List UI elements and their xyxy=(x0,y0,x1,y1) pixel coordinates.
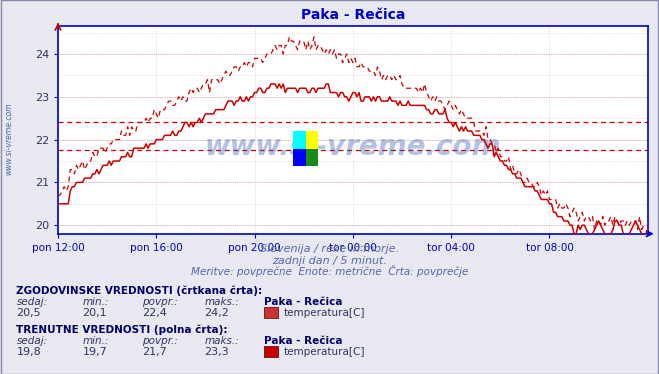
Text: Meritve: povprečne  Enote: metrične  Črta: povprečje: Meritve: povprečne Enote: metrične Črta:… xyxy=(191,265,468,277)
Text: 20,1: 20,1 xyxy=(82,308,107,318)
Text: 19,8: 19,8 xyxy=(16,347,42,357)
Text: Paka - Rečica: Paka - Rečica xyxy=(264,297,342,307)
Text: zadnji dan / 5 minut.: zadnji dan / 5 minut. xyxy=(272,256,387,266)
Text: 24,2: 24,2 xyxy=(204,308,229,318)
Text: 20,5: 20,5 xyxy=(16,308,41,318)
Bar xyxy=(306,131,318,148)
Text: sedaj:: sedaj: xyxy=(16,336,47,346)
Text: 19,7: 19,7 xyxy=(82,347,107,357)
Title: Paka - Rečica: Paka - Rečica xyxy=(301,8,405,22)
Text: min.:: min.: xyxy=(82,336,109,346)
Text: temperatura[C]: temperatura[C] xyxy=(283,308,365,318)
Text: Paka - Rečica: Paka - Rečica xyxy=(264,336,342,346)
Text: ZGODOVINSKE VREDNOSTI (črtkana črta):: ZGODOVINSKE VREDNOSTI (črtkana črta): xyxy=(16,285,262,295)
Text: TRENUTNE VREDNOSTI (polna črta):: TRENUTNE VREDNOSTI (polna črta): xyxy=(16,324,228,335)
Bar xyxy=(293,131,306,148)
Text: min.:: min.: xyxy=(82,297,109,307)
Bar xyxy=(306,148,318,166)
Text: 21,7: 21,7 xyxy=(142,347,167,357)
Text: temperatura[C]: temperatura[C] xyxy=(283,347,365,357)
Text: 22,4: 22,4 xyxy=(142,308,167,318)
Text: povpr.:: povpr.: xyxy=(142,297,177,307)
Text: sedaj:: sedaj: xyxy=(16,297,47,307)
Text: maks.:: maks.: xyxy=(204,336,239,346)
Text: www.si-vreme.com: www.si-vreme.com xyxy=(205,132,501,160)
Text: maks.:: maks.: xyxy=(204,297,239,307)
Text: Slovenija / reke in morje.: Slovenija / reke in morje. xyxy=(260,245,399,254)
Text: 23,3: 23,3 xyxy=(204,347,229,357)
Text: povpr.:: povpr.: xyxy=(142,336,177,346)
Bar xyxy=(293,148,306,166)
Text: www.si-vreme.com: www.si-vreme.com xyxy=(4,102,13,175)
